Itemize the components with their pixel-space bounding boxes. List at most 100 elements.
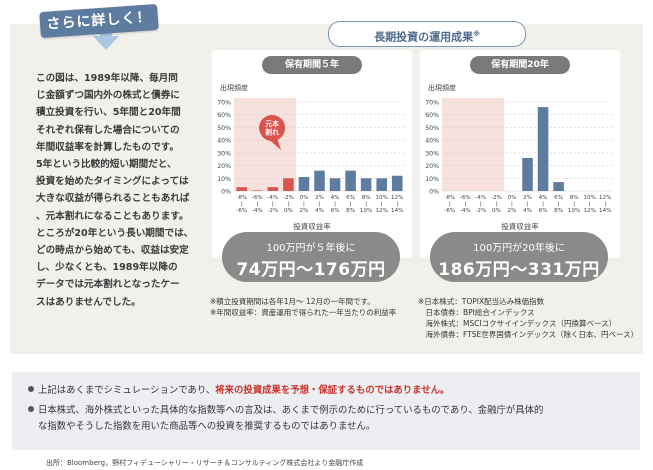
- intro-line: 年間収益率を計算したものです。: [36, 141, 179, 153]
- x-tick-label: 10%: [568, 208, 580, 214]
- x-tick-label: 2%: [300, 208, 309, 214]
- y-axis-title: 出現頻度: [428, 84, 456, 92]
- bullet-icon: [28, 386, 34, 392]
- x-tick-label: -2%: [475, 208, 486, 214]
- intro-line: し、少なくとも、1989年以降の: [36, 262, 178, 274]
- notes-right: ※日本株式：TOPIX配当込み株価指数 日本債券：BPI総合インデックス 海外株…: [418, 296, 638, 340]
- chart-20yr: 0%10%20%30%40%50%60%70%-8%|-6%-6%|-4%-4%…: [425, 98, 613, 214]
- x-tick-label: -6%: [236, 208, 247, 214]
- disclaimer-line-1: 上記はあくまでシミュレーションであり、将来の投資成果を予想・保証するものではあり…: [28, 384, 449, 398]
- callout-circle: [259, 115, 286, 141]
- x-tick-label: 4%: [315, 208, 324, 214]
- x-tick-label: 10%: [375, 195, 387, 201]
- note-line: ※積立投資期間は各年1月～ 12月の一年間です。: [210, 297, 375, 306]
- x-tick-label: 4%: [331, 195, 340, 201]
- x-tick-label: 12%: [375, 208, 387, 214]
- intro-line: データでは元本割れとなったケー: [36, 279, 180, 291]
- note-line: ※年間収益率：資産運用で得られた一年当たりの利益率: [210, 308, 397, 317]
- x-tick-label: |: [464, 202, 466, 208]
- x-tick-label: -2%: [267, 208, 278, 214]
- disclaimer-line-2: 日本株式、海外株式といった具体的な指数等への言及は、あくまで例示のために行ってい…: [28, 404, 543, 418]
- x-tick-label: 8%: [346, 208, 355, 214]
- x-tick-label: 6%: [539, 208, 548, 214]
- callout-text: 割れ: [265, 128, 279, 137]
- disclaimer-box: [12, 372, 640, 450]
- x-tick-label: |: [303, 202, 305, 208]
- y-tick-label: 20%: [217, 163, 231, 170]
- x-tick-label: |: [604, 202, 606, 208]
- results-title-text: 長期投資の運用成果: [374, 30, 474, 44]
- y-tick-label: 30%: [217, 150, 231, 157]
- x-axis-title: 投資収益率: [293, 222, 331, 231]
- x-tick-label: -2%: [283, 195, 294, 201]
- pill-line2: 74万円〜176万円: [236, 260, 386, 280]
- intro-line: 大きな収益が得られることもあれば: [36, 193, 190, 205]
- bar: [391, 175, 403, 191]
- chart-title-5yr: 保有期間５年: [262, 56, 362, 74]
- x-tick-label: -4%: [267, 195, 278, 201]
- y-tick-label: 60%: [217, 112, 231, 119]
- bar: [267, 187, 279, 191]
- x-tick-label: -4%: [475, 195, 486, 201]
- x-tick-label: 8%: [362, 195, 371, 201]
- x-tick-label: |: [256, 202, 258, 208]
- bar: [329, 178, 341, 191]
- intro-line: ところが20年という長い期間では、: [36, 227, 194, 239]
- x-tick-label: 2%: [315, 195, 324, 201]
- notes-left: ※積立投資期間は各年1月～ 12月の一年間です。 ※年間収益率：資産運用で得られ…: [210, 296, 396, 318]
- note-line: 海外株式：MSCIコクサイインデックス（円換算ベース）: [418, 319, 617, 328]
- x-tick-label: |: [480, 202, 482, 208]
- bar: [345, 170, 356, 191]
- bar: [376, 178, 387, 191]
- x-tick-label: -2%: [491, 195, 502, 201]
- y-tick-label: 40%: [425, 138, 439, 145]
- x-tick-label: 12%: [599, 195, 611, 201]
- disclaimer-text: 上記はあくまでシミュレーションであり、: [38, 385, 216, 396]
- arrow-down-icon: [93, 36, 119, 50]
- chart-title-20yr: 保有期間20年: [470, 56, 570, 74]
- x-tick-label: 10%: [360, 208, 372, 214]
- bar: [252, 190, 263, 191]
- disclaimer-line-3: な指数やそうした指数を用いた商品等への投資を推奨するものではありません。: [38, 421, 376, 432]
- x-tick-label: 0%: [508, 195, 517, 201]
- note-line: 海外債券：FTSE世界国債インデックス（除く日本、円ベース）: [418, 330, 639, 339]
- bar: [314, 170, 325, 191]
- arrow-stem: [100, 30, 112, 38]
- x-tick-label: 6%: [346, 195, 355, 201]
- source-note: 出所：Bloomberg，野村フィデューシャリー・リサーチ＆コンサルティング株式…: [46, 459, 364, 467]
- result-pill-5yr: 100万円が５年後に 74万円〜176万円: [222, 232, 400, 282]
- y-tick-label: 20%: [425, 163, 439, 170]
- y-tick-label: 10%: [425, 176, 439, 183]
- note-line: 日本債券：BPI総合インデックス: [418, 308, 535, 317]
- callout-pointer: [267, 138, 282, 150]
- intro-line: それぞれ保有した場合についての: [36, 124, 180, 136]
- x-tick-label: |: [527, 202, 529, 208]
- pill-line1: 100万円が５年後に: [266, 243, 356, 254]
- bullet-icon: [28, 406, 34, 412]
- x-tick-label: |: [319, 202, 321, 208]
- x-tick-label: |: [558, 202, 560, 208]
- x-tick-label: 12%: [583, 208, 595, 214]
- x-tick-label: 4%: [539, 195, 548, 201]
- y-tick-label: 60%: [425, 112, 439, 119]
- x-tick-label: 0%: [284, 208, 293, 214]
- x-tick-label: 2%: [523, 195, 532, 201]
- loss-zone: [234, 98, 297, 191]
- intro-line: この図は、1989年以降、毎月同: [36, 73, 178, 84]
- pill-line1: 100万円が20年後に: [473, 243, 565, 254]
- bar: [236, 187, 248, 191]
- loss-zone: [442, 98, 505, 191]
- x-tick-label: -4%: [252, 208, 263, 214]
- x-tick-label: |: [287, 202, 289, 208]
- x-tick-label: 14%: [391, 208, 403, 214]
- x-tick-label: |: [589, 202, 591, 208]
- x-tick-label: -8%: [444, 195, 455, 201]
- results-title-mark: ※: [473, 30, 480, 38]
- y-tick-label: 70%: [217, 100, 231, 107]
- x-tick-label: |: [365, 202, 367, 208]
- x-tick-label: 8%: [570, 195, 579, 201]
- intro-line: 5年という比較的短い期間だと、: [36, 159, 177, 171]
- x-tick-label: |: [573, 202, 575, 208]
- x-tick-label: |: [542, 202, 544, 208]
- chart-card-5yr: 保有期間５年 出現頻度 0% 10% 20% 30% 40% 50% 60% 70% -8% | -…: [212, 50, 412, 258]
